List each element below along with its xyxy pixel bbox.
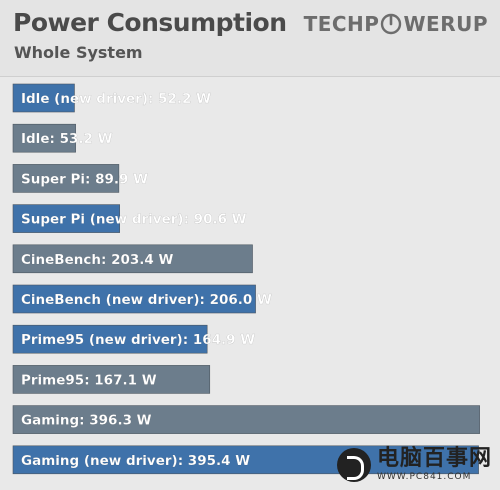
pc841-logo-icon xyxy=(336,448,371,482)
bar-label: Prime95: 167.1 W xyxy=(21,372,157,388)
bar-label: CineBench (new driver): 206.0 W xyxy=(21,292,272,308)
chart-title: Power Consumption xyxy=(13,8,287,37)
bar xyxy=(12,83,75,113)
bar-chart: Idle (new driver): 52.2 W Idle: 53.2 W Sup… xyxy=(12,83,480,475)
logo-text-right: WERUP xyxy=(403,12,488,36)
bar-group: Idle: 53.2 W xyxy=(12,123,113,153)
logo-text-left: TECHP xyxy=(303,12,380,36)
bar-group: Gaming (new driver): 395.4 W xyxy=(12,445,479,475)
bar-label: Gaming: 396.3 W xyxy=(21,413,152,429)
bar xyxy=(12,445,479,475)
bar-group: CineBench: 203.4 W xyxy=(12,244,253,274)
bar-group: Gaming: 396.3 W xyxy=(12,405,480,434)
bar-label: Gaming (new driver): 395.4 W xyxy=(21,453,250,469)
bar xyxy=(12,204,120,233)
bar xyxy=(12,284,256,314)
bar xyxy=(12,123,76,153)
bar-label: Idle: 53.2 W xyxy=(21,131,113,147)
power-icon xyxy=(381,13,402,35)
bar-group: Super Pi: 89.9 W xyxy=(12,164,148,193)
bar-label: CineBench: 203.4 W xyxy=(21,252,173,268)
bar xyxy=(12,324,208,354)
chart-header: Power Consumption Whole System TECHP WER… xyxy=(0,0,500,77)
bar xyxy=(12,164,120,193)
watermark-url: WWW.PC841.COM xyxy=(376,472,472,482)
bar-label: Super Pi (new driver): 90.6 W xyxy=(21,212,247,228)
bar xyxy=(12,244,253,274)
bar-label: Super Pi: 89.9 W xyxy=(21,171,148,187)
watermark: 电脑百事网 WWW.PC841.COM xyxy=(336,446,492,482)
bar-group: Super Pi (new driver): 90.6 W xyxy=(12,204,247,233)
bar xyxy=(12,365,211,394)
techpowerup-logo: TECHP WERUP xyxy=(304,12,488,36)
bar-label: Prime95 (new driver): 164.9 W xyxy=(21,332,255,348)
chart-subtitle: Whole System xyxy=(14,43,143,62)
bar-group: Idle (new driver): 52.2 W xyxy=(12,83,211,113)
watermark-text: 电脑百事网 xyxy=(376,446,492,471)
bar-group: Prime95 (new driver): 164.9 W xyxy=(12,324,255,354)
bar xyxy=(12,405,480,434)
bar-group: CineBench (new driver): 206.0 W xyxy=(12,284,272,314)
bar-label: Idle (new driver): 52.2 W xyxy=(21,91,211,107)
bar-group: Prime95: 167.1 W xyxy=(12,365,211,394)
